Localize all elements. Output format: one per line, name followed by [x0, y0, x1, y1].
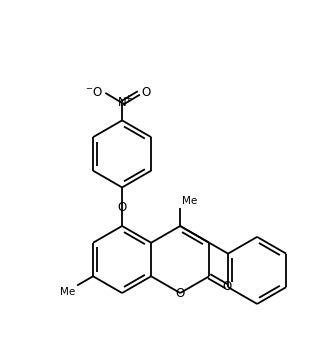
Text: O: O	[222, 280, 231, 293]
Text: $^{-}$O: $^{-}$O	[85, 87, 103, 99]
Text: Me: Me	[182, 196, 197, 206]
Text: +: +	[124, 94, 132, 103]
Text: O: O	[175, 287, 185, 299]
Text: O: O	[117, 201, 127, 214]
Text: Me: Me	[60, 287, 75, 297]
Text: N: N	[118, 96, 127, 110]
Text: O: O	[141, 87, 151, 99]
